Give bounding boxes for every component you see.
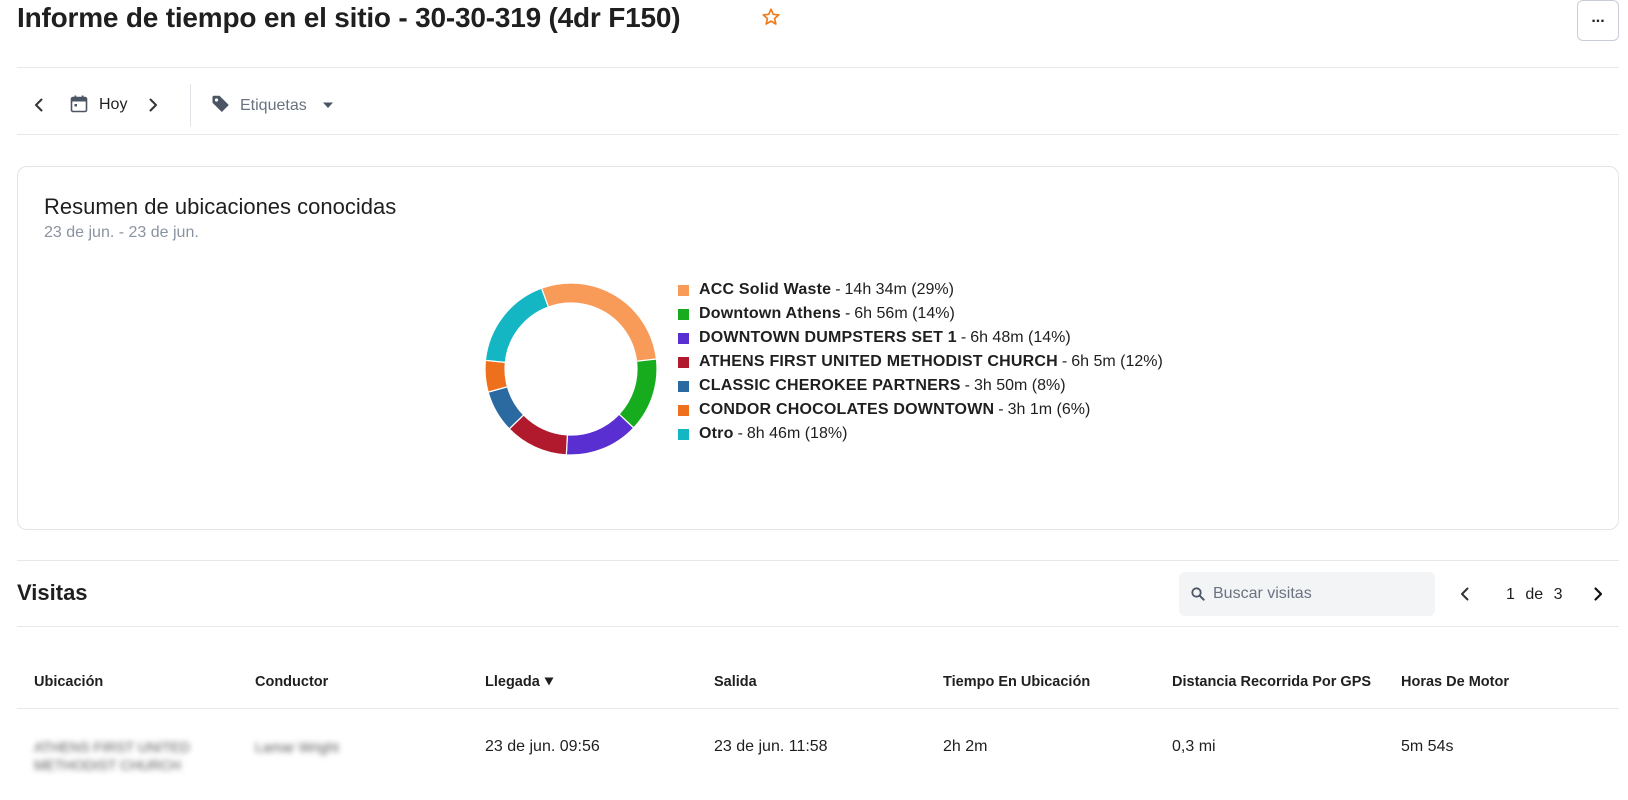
column-header-arrival[interactable]: Llegada — [485, 674, 554, 690]
legend-swatch — [678, 356, 689, 368]
cell-arrival: 23 de jun. 09:56 — [485, 738, 600, 755]
legend-value: 8h 46m (18%) — [746, 425, 848, 442]
pager-total: 3 — [1553, 586, 1563, 603]
legend-item[interactable]: Otro -8h 46m (18%) — [678, 422, 1163, 446]
section-divider — [17, 560, 1619, 561]
legend-name: CONDOR CHOCOLATES DOWNTOWN — [699, 401, 995, 418]
legend-separator: - — [964, 377, 970, 394]
table-header: Ubicación Conductor Llegada Salida Tiemp… — [17, 660, 1619, 708]
legend-item[interactable]: ACC Solid Waste -14h 34m (29%) — [678, 278, 1163, 302]
legend-separator: - — [998, 401, 1004, 418]
pager-of-label: de — [1525, 586, 1544, 603]
summary-date-range: 23 de jun. - 23 de jun. — [44, 224, 199, 241]
donut-slice-0[interactable] — [540, 282, 658, 362]
legend-swatch — [678, 404, 689, 416]
tag-icon[interactable] — [210, 93, 232, 115]
column-header-engine-hours[interactable]: Horas De Motor — [1401, 674, 1509, 690]
legend-swatch — [678, 308, 689, 320]
donut-chart — [484, 282, 658, 456]
pager-next-icon[interactable] — [1588, 584, 1608, 604]
legend-separator: - — [844, 305, 851, 322]
column-header-driver[interactable]: Conductor — [255, 674, 329, 690]
legend-value: 6h 56m (14%) — [854, 305, 955, 322]
cell-departure: 23 de jun. 11:58 — [714, 738, 828, 755]
column-header-location[interactable]: Ubicación — [34, 674, 104, 690]
cell-gps-distance: 0,3 mi — [1172, 738, 1216, 755]
legend-separator: - — [960, 329, 967, 346]
legend-separator: - — [1061, 353, 1068, 370]
toolbar-separator — [190, 84, 191, 126]
sort-desc-icon — [544, 677, 554, 686]
visits-header-divider — [17, 626, 1619, 627]
legend-item[interactable]: Downtown Athens -6h 56m (14%) — [678, 302, 1163, 326]
arrival-header-label: Llegada — [485, 674, 540, 690]
visits-title: Visitas — [17, 580, 88, 605]
legend-value: 6h 5m (12%) — [1071, 353, 1163, 370]
tags-filter-label[interactable]: Etiquetas — [240, 97, 307, 114]
donut-slice-5[interactable] — [484, 359, 509, 393]
legend-name: ATHENS FIRST UNITED METHODIST CHURCH — [699, 353, 1058, 370]
legend-value: 3h 1m (6%) — [1007, 401, 1091, 418]
legend-swatch — [678, 332, 689, 344]
page-title: Informe de tiempo en el sitio - 30-30-31… — [17, 2, 681, 33]
legend-name: Downtown Athens — [699, 305, 841, 322]
legend-separator: - — [737, 425, 743, 442]
legend-item[interactable]: DOWNTOWN DUMPSTERS SET 1-6h 48m (14%) — [678, 326, 1163, 350]
legend-value: 3h 50m (8%) — [973, 377, 1066, 394]
legend-name: DOWNTOWN DUMPSTERS SET 1 — [699, 329, 957, 346]
more-options-button[interactable]: ... — [1577, 0, 1619, 41]
table-row[interactable]: ATHENS FIRST UNITED METHODIST CHURCH Lam… — [17, 710, 1619, 800]
chart-legend: ACC Solid Waste -14h 34m (29%) Downtown At… — [678, 278, 1163, 446]
pager-status: 1 de 3 — [1506, 586, 1569, 604]
column-header-departure[interactable]: Salida — [714, 674, 757, 690]
legend-name: CLASSIC CHEROKEE PARTNERS — [699, 377, 961, 394]
more-label: ... — [1591, 8, 1605, 26]
toolbar-divider — [17, 134, 1619, 135]
cell-location: ATHENS FIRST UNITED METHODIST CHURCH — [34, 739, 190, 773]
pager-prev-icon[interactable] — [1455, 584, 1475, 604]
pager-current: 1 — [1506, 586, 1515, 603]
table-header-divider — [17, 708, 1619, 709]
cell-driver: Lamar Wright — [255, 739, 339, 755]
legend-name: Otro — [699, 425, 734, 442]
legend-item[interactable]: CONDOR CHOCOLATES DOWNTOWN -3h 1m (6%) — [678, 398, 1163, 422]
search-input[interactable] — [1213, 572, 1429, 616]
legend-separator: - — [835, 281, 841, 298]
legend-value: 6h 48m (14%) — [970, 329, 1071, 346]
locations-summary-card: Resumen de ubicaciones conocidas 23 de j… — [17, 166, 1619, 530]
legend-value: 14h 34m (29%) — [844, 281, 954, 298]
legend-swatch — [678, 284, 689, 296]
date-toolbar: Hoy Etiquetas — [17, 84, 417, 126]
chevron-right-icon[interactable] — [143, 95, 163, 115]
donut-slice-6[interactable] — [484, 287, 550, 364]
legend-item[interactable]: ATHENS FIRST UNITED METHODIST CHURCH -6h … — [678, 350, 1163, 374]
column-header-time-at-location[interactable]: Tiempo En Ubicación — [943, 674, 1091, 690]
date-label[interactable]: Hoy — [99, 96, 128, 113]
header-divider — [17, 67, 1619, 68]
cell-engine-hours: 5m 54s — [1401, 738, 1454, 755]
legend-name: ACC Solid Waste — [699, 281, 832, 298]
summary-title: Resumen de ubicaciones conocidas — [44, 194, 397, 219]
column-header-gps-distance[interactable]: Distancia Recorrida Por GPS — [1172, 674, 1372, 690]
search-box[interactable] — [1179, 572, 1435, 616]
caret-down-icon[interactable] — [322, 101, 334, 109]
legend-swatch — [678, 428, 689, 440]
cell-time-at-location: 2h 2m — [943, 738, 988, 755]
donut-slice-1[interactable] — [618, 358, 658, 429]
donut-slice-2[interactable] — [565, 413, 635, 456]
star-icon[interactable] — [760, 6, 782, 28]
search-icon — [1191, 587, 1205, 601]
chevron-left-icon[interactable] — [29, 95, 49, 115]
legend-item[interactable]: CLASSIC CHEROKEE PARTNERS -3h 50m (8%) — [678, 374, 1163, 398]
calendar-icon[interactable] — [69, 94, 89, 114]
legend-swatch — [678, 380, 689, 392]
